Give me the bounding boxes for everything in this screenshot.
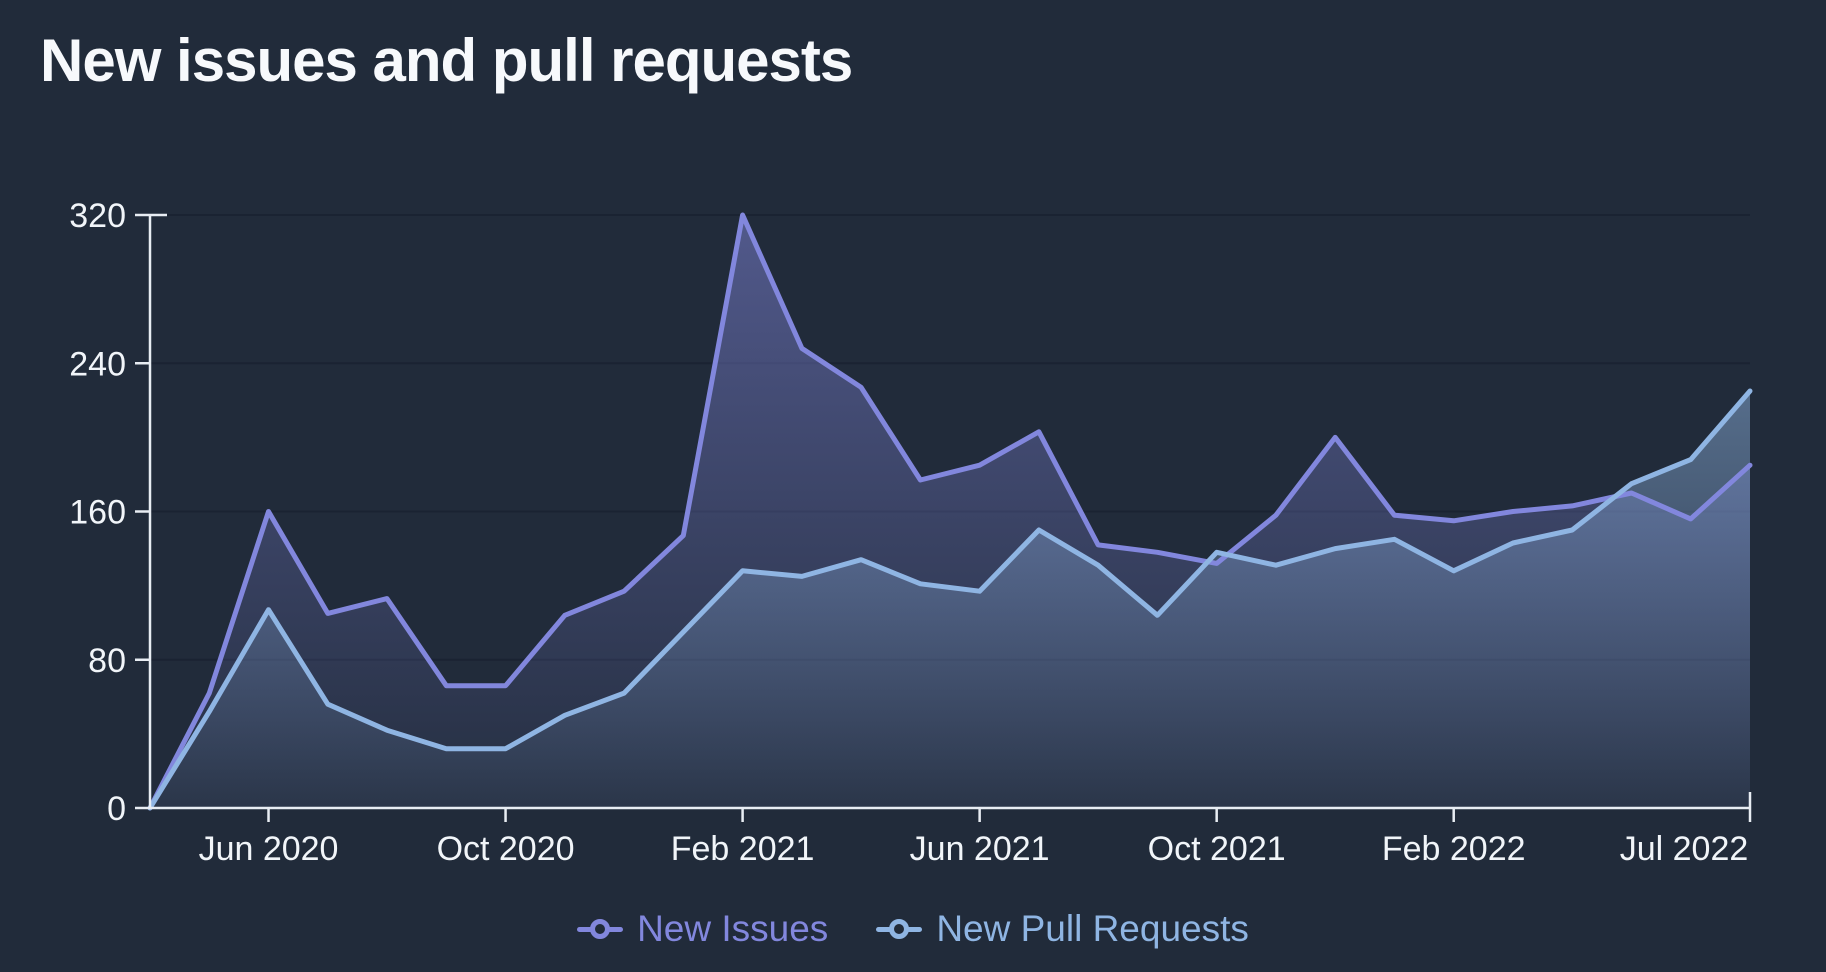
legend-item-new-issues[interactable]: New Issues: [577, 908, 828, 950]
legend-label: New Pull Requests: [936, 908, 1249, 949]
new-issues-legend-marker-icon: [577, 919, 624, 939]
x-axis-labels: Jun 2020 Oct 2020 Feb 2021 Jun 2021 Oct 2021…: [199, 830, 1749, 868]
legend-label: New Issues: [637, 908, 829, 949]
new-pull-requests-line[interactable]: [147, 388, 1753, 811]
new-issues-line[interactable]: [147, 212, 1753, 811]
new-pull-requests-area: [150, 391, 1750, 808]
y-tick-label: 80: [88, 642, 126, 680]
y-tick-label: 0: [107, 790, 126, 828]
axes: [135, 213, 1752, 822]
y-axis-labels: 0 80 160 240 320: [69, 197, 126, 828]
legend: New Issues New Pull Requests: [0, 908, 1826, 950]
x-tick-label: Oct 2021: [1148, 830, 1286, 868]
chart-title: New issues and pull requests: [40, 27, 853, 94]
x-tick-label: Jul 2022: [1620, 830, 1749, 868]
x-tick-label: Feb 2021: [671, 830, 815, 868]
x-tick-label: Jun 2021: [910, 830, 1050, 868]
x-tick-label: Jun 2020: [199, 830, 339, 868]
legend-item-new-pull-requests[interactable]: New Pull Requests: [876, 908, 1249, 950]
x-tick-label: Oct 2020: [437, 830, 575, 868]
y-tick-label: 320: [69, 197, 126, 235]
x-tick-label: Feb 2022: [1382, 830, 1526, 868]
y-tick-label: 160: [69, 494, 126, 532]
y-tick-label: 240: [69, 345, 126, 383]
new-pull-requests-legend-marker-icon: [876, 919, 923, 939]
